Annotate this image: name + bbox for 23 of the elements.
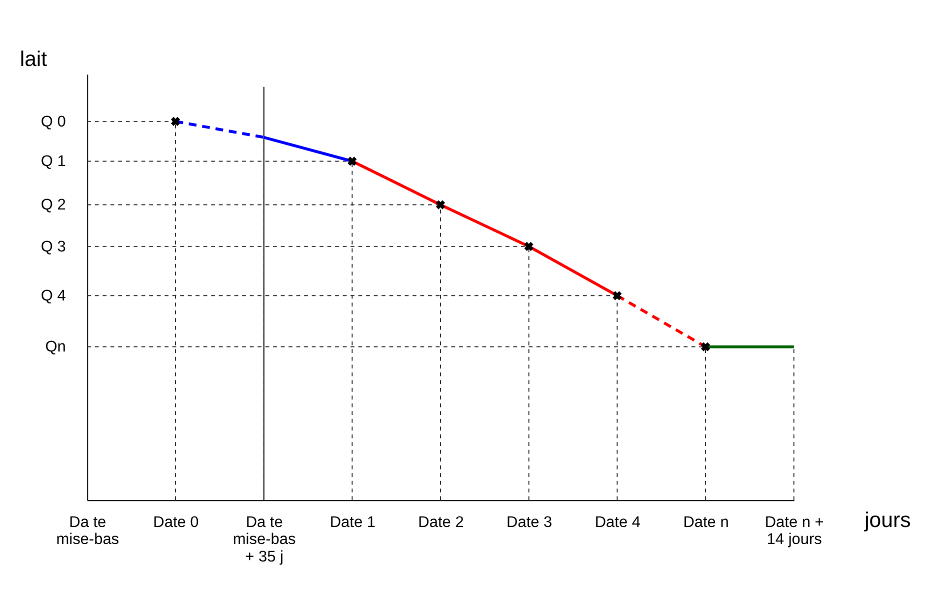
x-tick-label: Date 3	[506, 514, 552, 531]
ref-line-label: Qn	[45, 338, 66, 356]
point	[612, 291, 622, 300]
x-tick-label: Date 0	[153, 514, 199, 531]
point	[700, 342, 710, 352]
point	[524, 242, 534, 251]
x-axis-title: jours	[864, 508, 911, 532]
x-tick-label: Date n + 14 jours	[764, 514, 824, 548]
ref-line-label: Q 1	[40, 153, 66, 170]
point	[170, 116, 180, 126]
ref-line-label: Q 4	[40, 288, 66, 305]
x-tick-label: Date 1	[330, 514, 376, 531]
ref-line-label: Q 3	[40, 238, 66, 256]
x-tick-label: Date 4	[594, 514, 641, 531]
x-tick-label: Date 2	[418, 514, 464, 531]
x-tick-label: Da te mise-bas	[56, 514, 120, 548]
y-axis-title: lait	[20, 46, 48, 71]
ref-line-label: Q 0	[40, 113, 66, 130]
x-tick-label: Date n	[683, 514, 729, 531]
ref-line-label: Q 2	[40, 196, 66, 214]
point	[436, 200, 446, 210]
point	[348, 156, 357, 166]
x-tick-label: Da te mise-bas + 35 j	[232, 514, 296, 566]
